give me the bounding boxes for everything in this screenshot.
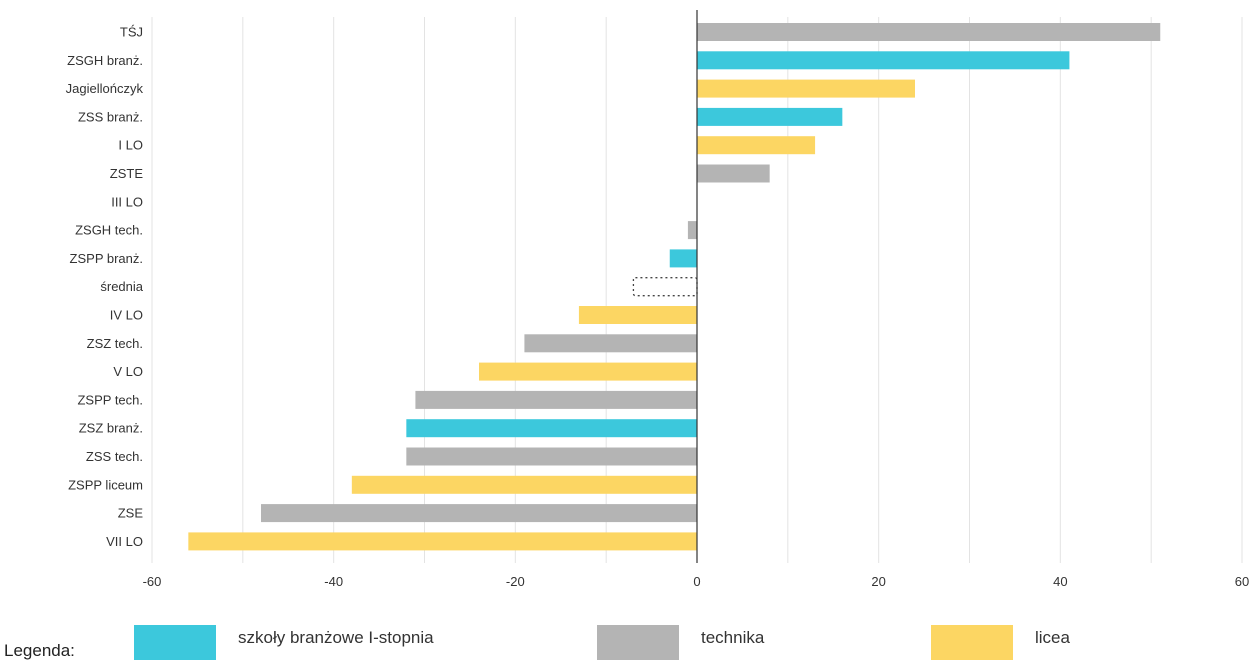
- category-label: ZSPP liceum: [68, 477, 143, 492]
- category-label: III LO: [111, 194, 143, 209]
- bar-2: [697, 79, 915, 98]
- x-tick-label: 60: [1235, 574, 1249, 589]
- bar-10: [578, 306, 697, 324]
- category-label: V LO: [113, 364, 143, 379]
- x-tick-label: -20: [506, 574, 525, 589]
- bar-chart: TŚJ ZSGH branż. Jagiellończyk ZSS branż. I L…: [66, 10, 1250, 589]
- bar-7: [687, 221, 697, 240]
- x-tick-label: -60: [143, 574, 162, 589]
- bar-9: [632, 277, 698, 297]
- legend-title: Legenda:: [4, 641, 75, 660]
- bar-15: [406, 447, 697, 466]
- category-label: ZSS tech.: [86, 449, 143, 464]
- category-label: IV LO: [110, 308, 143, 323]
- category-label: ZSGH tech.: [75, 223, 143, 238]
- legend-swatch-licea: [931, 625, 1013, 660]
- category-label: VII LO: [106, 534, 143, 549]
- legend-item-branzowe: szkoły branżowe I-stopnia: [134, 625, 434, 660]
- x-tick-label: 0: [693, 574, 700, 589]
- bar-14: [406, 419, 697, 438]
- category-label: I LO: [118, 138, 143, 153]
- bar-12: [479, 362, 697, 381]
- bar-4: [697, 136, 816, 155]
- category-labels: TŚJ ZSGH branż. Jagiellończyk ZSS branż. I L…: [66, 25, 144, 549]
- category-label: średnia: [100, 279, 143, 294]
- category-label: ZSPP branż.: [70, 251, 143, 266]
- category-label: ZSZ branż.: [79, 421, 143, 436]
- bars: [188, 23, 1161, 551]
- bar-3: [697, 107, 843, 126]
- x-tick-labels: -60 -40 -20 0 20 40 60: [143, 574, 1250, 589]
- bar-1: [697, 51, 1070, 70]
- grid-lines: [151, 17, 1243, 563]
- category-label: ZSGH branż.: [67, 53, 143, 68]
- bar-5: [697, 164, 770, 183]
- bar-11: [524, 334, 697, 353]
- category-label: ZSE: [118, 506, 144, 521]
- legend-swatch-technika: [597, 625, 679, 660]
- legend-item-licea: licea: [931, 625, 1070, 660]
- legend-swatch-branzowe: [134, 625, 216, 660]
- category-label: TŚJ: [120, 25, 143, 40]
- category-label: ZSPP tech.: [77, 392, 143, 407]
- legend-item-technika: technika: [597, 625, 764, 660]
- category-label: ZSTE: [110, 166, 144, 181]
- category-label: Jagiellończyk: [66, 81, 144, 96]
- bar-16: [351, 475, 697, 494]
- bar-0: [697, 23, 1161, 41]
- legend-label-technika: technika: [701, 627, 765, 647]
- bar-8: [669, 249, 697, 268]
- category-label: ZSZ tech.: [87, 336, 143, 351]
- bar-17: [261, 504, 697, 523]
- x-tick-label: 20: [871, 574, 885, 589]
- category-label: ZSS branż.: [78, 109, 143, 124]
- bar-13: [415, 390, 697, 409]
- x-tick-label: 40: [1053, 574, 1067, 589]
- legend-label-branzowe: szkoły branżowe I-stopnia: [238, 627, 434, 647]
- x-tick-label: -40: [324, 574, 343, 589]
- legend-label-licea: licea: [1035, 627, 1070, 647]
- bar-18: [188, 532, 698, 551]
